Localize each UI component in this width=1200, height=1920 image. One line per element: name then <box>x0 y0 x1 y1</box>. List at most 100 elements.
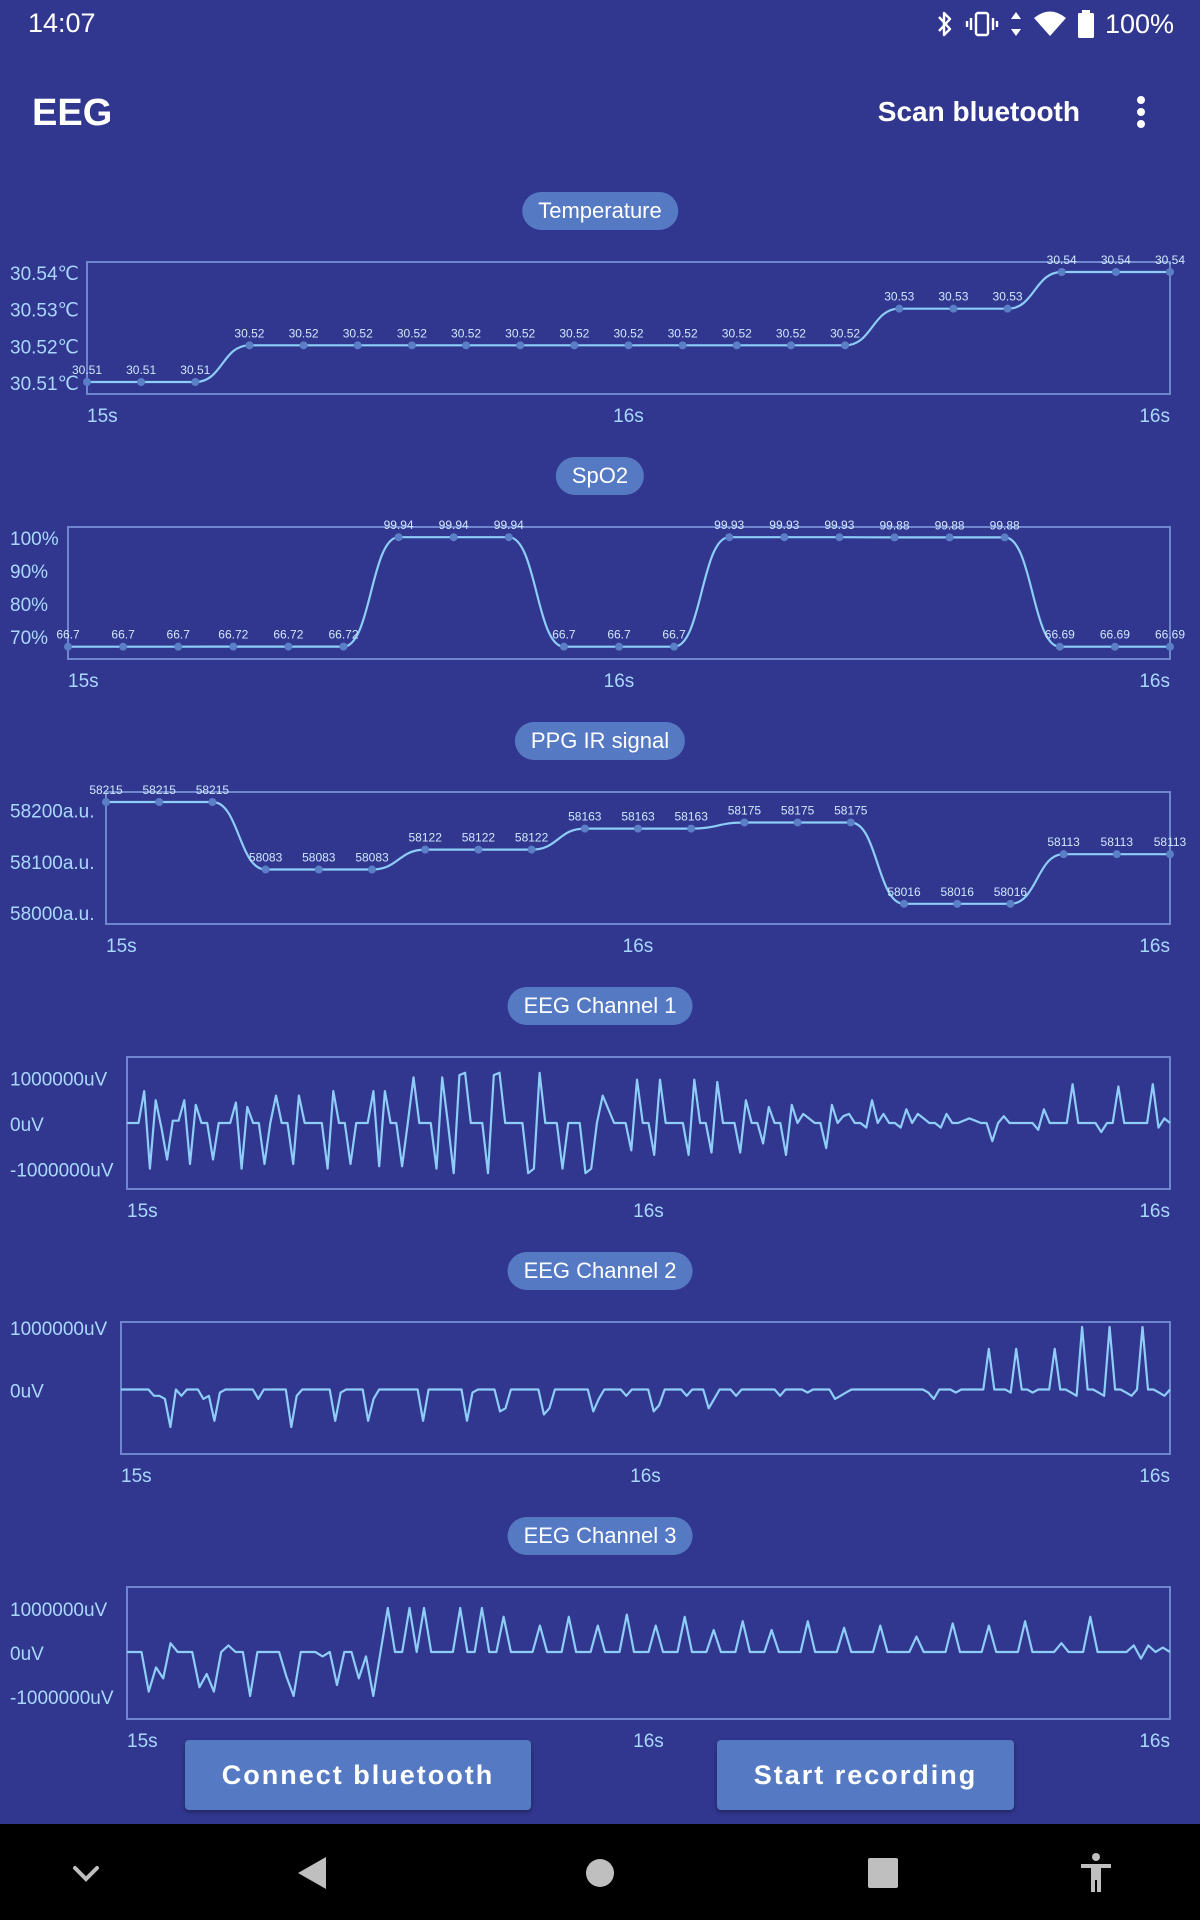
data-point <box>780 533 789 542</box>
x-tick-label: 16s <box>613 406 644 427</box>
nav-accessibility-button[interactable] <box>1071 1848 1121 1898</box>
data-label: 58175 <box>728 803 762 817</box>
temperature-chart: 30.54℃ 30.53℃ 30.52℃ 30.51℃ 15s 16s 16s 30.51 30… <box>0 192 1200 457</box>
data-point <box>368 865 376 874</box>
data-label: 66.7 <box>167 628 191 642</box>
data-label: 58113 <box>1101 835 1134 849</box>
data-point <box>245 341 254 350</box>
data-point <box>835 533 844 542</box>
battery-icon <box>1077 10 1094 38</box>
overflow-menu-button[interactable] <box>1126 92 1156 132</box>
connect-bluetooth-button[interactable]: Connect bluetooth <box>185 1740 531 1810</box>
eeg-channel-3-chart-plot: 1000000uV 0uV -1000000uV 15s 16s 16s <box>10 1586 1171 1752</box>
data-label: 58175 <box>781 803 815 817</box>
data-point <box>1166 642 1174 651</box>
data-point <box>421 845 430 854</box>
status-time: 14:07 <box>28 8 96 38</box>
data-label: 30.52 <box>830 326 860 340</box>
chart-title: SpO2 <box>555 457 645 495</box>
nav-recents-button[interactable] <box>858 1848 908 1898</box>
data-label: 66.72 <box>218 628 248 642</box>
data-point <box>527 845 536 854</box>
ppg-ir-chart: 58200a.u. 58100a.u. 58000a.u. 15s 16s 16s 5821… <box>0 722 1200 987</box>
data-point <box>841 341 850 350</box>
data-point <box>895 304 904 313</box>
x-tick-label: 15s <box>68 671 99 692</box>
x-tick-label: 15s <box>106 936 137 957</box>
data-label: 66.7 <box>111 628 135 642</box>
series-line <box>121 1325 1171 1429</box>
data-label: 30.54 <box>1047 253 1077 267</box>
data-label: 66.7 <box>552 628 576 642</box>
data-label: 99.88 <box>935 518 965 532</box>
data-label: 66.7 <box>662 628 686 642</box>
eeg-channel-1-chart: 1000000uV 0uV -1000000uV 15s 16s 16s EEG Chan… <box>0 987 1200 1252</box>
data-label: 30.52 <box>397 326 427 340</box>
more-vert-icon <box>1137 96 1145 128</box>
y-tick-label: 1000000uV <box>10 1069 108 1090</box>
y-tick-label: 100% <box>10 529 59 550</box>
eeg-channel-2-chart-plot: 1000000uV 0uV 15s 16s 16s <box>10 1319 1171 1487</box>
recents-icon <box>868 1858 898 1888</box>
navigation-bar <box>0 1824 1200 1920</box>
x-tick-label: 16s <box>623 936 654 957</box>
data-label: 66.7 <box>607 628 631 642</box>
scan-bluetooth-button[interactable]: Scan bluetooth <box>877 96 1080 127</box>
y-tick-label: 0uV <box>10 1644 44 1665</box>
data-point <box>174 642 183 651</box>
data-point <box>846 818 855 827</box>
data-label: 30.52 <box>234 326 264 340</box>
data-point <box>900 899 908 908</box>
data-label: 30.52 <box>505 326 535 340</box>
y-tick-label: -1000000uV <box>10 1688 114 1709</box>
x-tick-label: 16s <box>1139 1731 1170 1752</box>
data-label: 58016 <box>994 885 1028 899</box>
y-tick-label: 58200a.u. <box>10 802 95 823</box>
data-label: 99.94 <box>384 518 414 532</box>
data-point <box>1055 642 1064 651</box>
data-label: 58163 <box>621 810 655 824</box>
data-label: 58113 <box>1154 835 1187 849</box>
data-point <box>740 818 749 827</box>
data-point <box>394 533 403 542</box>
data-point <box>1000 533 1009 542</box>
nav-back-button[interactable] <box>288 1848 338 1898</box>
data-point <box>687 824 696 833</box>
data-point <box>284 642 293 651</box>
bluetooth-icon <box>938 11 952 37</box>
data-label: 99.94 <box>494 518 524 532</box>
data-point <box>725 533 734 542</box>
plot-frame <box>120 1321 1171 1455</box>
spo2-chart-plot: 100% 90% 80% 70% 15s 16s 16s 66.7 66.7 66.7 66.72 6… <box>10 518 1185 692</box>
data-label: 58163 <box>675 810 709 824</box>
start-recording-button[interactable]: Start recording <box>717 1740 1014 1810</box>
data-point <box>83 378 91 386</box>
data-label: 58175 <box>834 803 868 817</box>
data-point <box>945 533 954 542</box>
data-label: 58163 <box>568 810 602 824</box>
battery-percent: 100% <box>1104 8 1174 39</box>
data-label: 30.52 <box>613 326 643 340</box>
data-label: 66.72 <box>328 628 358 642</box>
accessibility-icon <box>1081 1853 1111 1892</box>
data-label: 58215 <box>89 783 123 797</box>
x-tick-label: 15s <box>127 1201 158 1222</box>
data-point <box>516 341 525 350</box>
y-tick-label: 30.54℃ <box>10 264 79 285</box>
home-icon <box>586 1859 614 1887</box>
data-label: 58016 <box>887 885 921 899</box>
x-tick-label: 16s <box>1139 406 1170 427</box>
data-point <box>1110 642 1119 651</box>
data-label: 99.88 <box>879 518 909 532</box>
nav-collapse-button[interactable] <box>61 1848 111 1898</box>
data-point <box>261 865 270 874</box>
data-label: 30.54 <box>1155 253 1185 267</box>
data-label: 58122 <box>409 831 443 845</box>
data-label: 30.53 <box>993 290 1023 304</box>
x-tick-label: 16s <box>1139 936 1170 957</box>
data-point <box>1111 268 1120 276</box>
data-label: 30.52 <box>559 326 589 340</box>
chart-title: PPG IR signal <box>514 722 686 760</box>
nav-home-button[interactable] <box>575 1848 625 1898</box>
y-tick-label: 80% <box>10 595 48 616</box>
